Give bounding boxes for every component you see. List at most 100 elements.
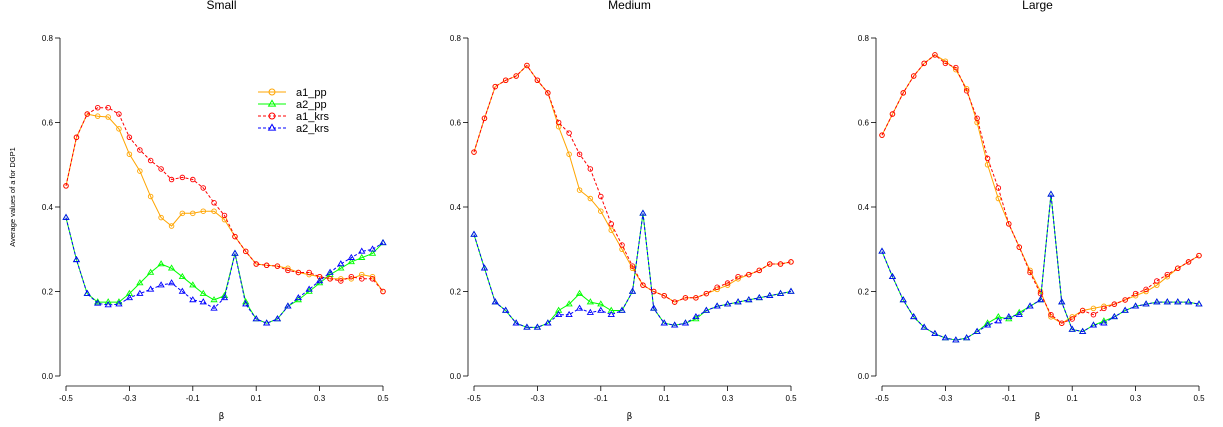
data-point bbox=[941, 334, 950, 341]
data-point bbox=[369, 273, 376, 280]
data-point bbox=[190, 210, 196, 217]
data-point bbox=[1101, 303, 1107, 310]
data-point bbox=[714, 286, 720, 293]
data-point bbox=[963, 88, 970, 94]
data-point bbox=[899, 296, 907, 303]
data-point bbox=[136, 279, 144, 286]
data-point bbox=[94, 299, 102, 306]
legend-label-a2-krs: a2_krs bbox=[296, 123, 330, 135]
data-point bbox=[879, 132, 885, 138]
y-tick-label: 0.0 bbox=[858, 372, 870, 381]
data-point bbox=[502, 77, 509, 83]
x-axis-label: β bbox=[219, 412, 225, 422]
data-point bbox=[157, 260, 165, 267]
chart-panel-small: Small 0.0 0.2 0.4 0.6 0.8 -0.5 -0.3 -0.1 0.1 0.3 0.… bbox=[0, 0, 408, 427]
data-point bbox=[576, 187, 583, 193]
data-point bbox=[294, 293, 303, 301]
data-point bbox=[368, 245, 377, 252]
data-point bbox=[263, 262, 270, 269]
data-point bbox=[62, 213, 70, 220]
series-a1-krs bbox=[63, 104, 386, 295]
data-point bbox=[358, 253, 366, 260]
data-point bbox=[1026, 302, 1034, 309]
data-point bbox=[146, 268, 155, 275]
data-point bbox=[756, 267, 763, 274]
x-tick-label: -0.3 bbox=[531, 394, 545, 403]
data-point bbox=[347, 258, 355, 265]
series-line-a1-krs bbox=[473, 64, 792, 303]
data-point bbox=[242, 248, 249, 255]
data-point bbox=[1006, 221, 1012, 227]
data-point bbox=[327, 276, 333, 282]
data-point bbox=[84, 111, 90, 117]
data-point bbox=[63, 183, 69, 189]
data-point bbox=[1089, 321, 1098, 328]
data-point bbox=[1110, 312, 1119, 320]
data-point bbox=[920, 323, 928, 330]
data-point bbox=[190, 176, 196, 183]
data-point bbox=[146, 285, 155, 292]
data-point bbox=[242, 300, 250, 307]
data-point bbox=[126, 151, 133, 157]
data-point bbox=[315, 277, 324, 284]
data-point bbox=[607, 310, 615, 317]
data-point bbox=[491, 298, 499, 305]
data-point bbox=[575, 304, 584, 311]
data-point bbox=[126, 134, 133, 141]
data-point bbox=[681, 319, 690, 326]
data-point bbox=[566, 130, 572, 136]
legend-label-a1-krs: a1_krs bbox=[296, 111, 330, 123]
data-point bbox=[1121, 306, 1129, 313]
chart-title: Medium bbox=[608, 0, 651, 12]
data-point bbox=[628, 287, 637, 294]
y-tick-label: 0.4 bbox=[450, 203, 462, 212]
data-point bbox=[94, 113, 101, 119]
series-a1-krs bbox=[471, 62, 794, 305]
y-tick-label: 0.8 bbox=[858, 34, 870, 43]
data-point bbox=[211, 200, 217, 206]
data-point bbox=[274, 263, 281, 269]
x-tick-label: -0.3 bbox=[123, 394, 137, 403]
data-point bbox=[931, 329, 939, 336]
data-point bbox=[512, 319, 520, 326]
series-line-a2-pp bbox=[65, 217, 384, 324]
data-point bbox=[661, 292, 667, 299]
data-point bbox=[1174, 298, 1182, 305]
data-point bbox=[232, 233, 238, 240]
data-point bbox=[136, 289, 144, 296]
data-point bbox=[358, 247, 366, 254]
data-point bbox=[502, 306, 510, 313]
data-point bbox=[734, 298, 742, 305]
data-point bbox=[295, 269, 302, 276]
data-point bbox=[105, 104, 111, 111]
x-tick-label: -0.5 bbox=[59, 394, 73, 403]
data-point bbox=[682, 295, 689, 301]
data-point bbox=[671, 299, 678, 305]
data-point bbox=[338, 278, 344, 284]
y-tick-label: 0.0 bbox=[42, 372, 54, 381]
data-point bbox=[480, 264, 489, 271]
data-point bbox=[137, 147, 143, 153]
chart-title: Large bbox=[1022, 0, 1053, 12]
chart-large: Large 0.0 0.2 0.4 0.6 0.8 -0.5 -0.3 -0.1 0.1 0.3 0.… bbox=[858, 0, 1205, 422]
data-point bbox=[586, 298, 594, 305]
series-a2-pp bbox=[878, 190, 1203, 343]
data-point bbox=[380, 288, 386, 295]
y-tick-label: 0.2 bbox=[42, 288, 54, 297]
data-point bbox=[766, 291, 774, 298]
x-axis-label: β bbox=[627, 412, 633, 422]
data-point bbox=[575, 289, 584, 296]
data-point bbox=[587, 166, 594, 172]
data-point bbox=[147, 157, 154, 164]
data-point bbox=[306, 269, 312, 276]
data-point bbox=[735, 273, 741, 280]
data-point bbox=[1132, 290, 1139, 297]
data-point bbox=[1184, 298, 1193, 305]
data-point bbox=[316, 273, 323, 280]
x-tick-label: 0.5 bbox=[785, 394, 797, 403]
data-point bbox=[660, 319, 668, 326]
data-point bbox=[735, 276, 741, 282]
data-point bbox=[348, 273, 355, 280]
data-point bbox=[598, 208, 604, 214]
data-point bbox=[263, 319, 271, 326]
